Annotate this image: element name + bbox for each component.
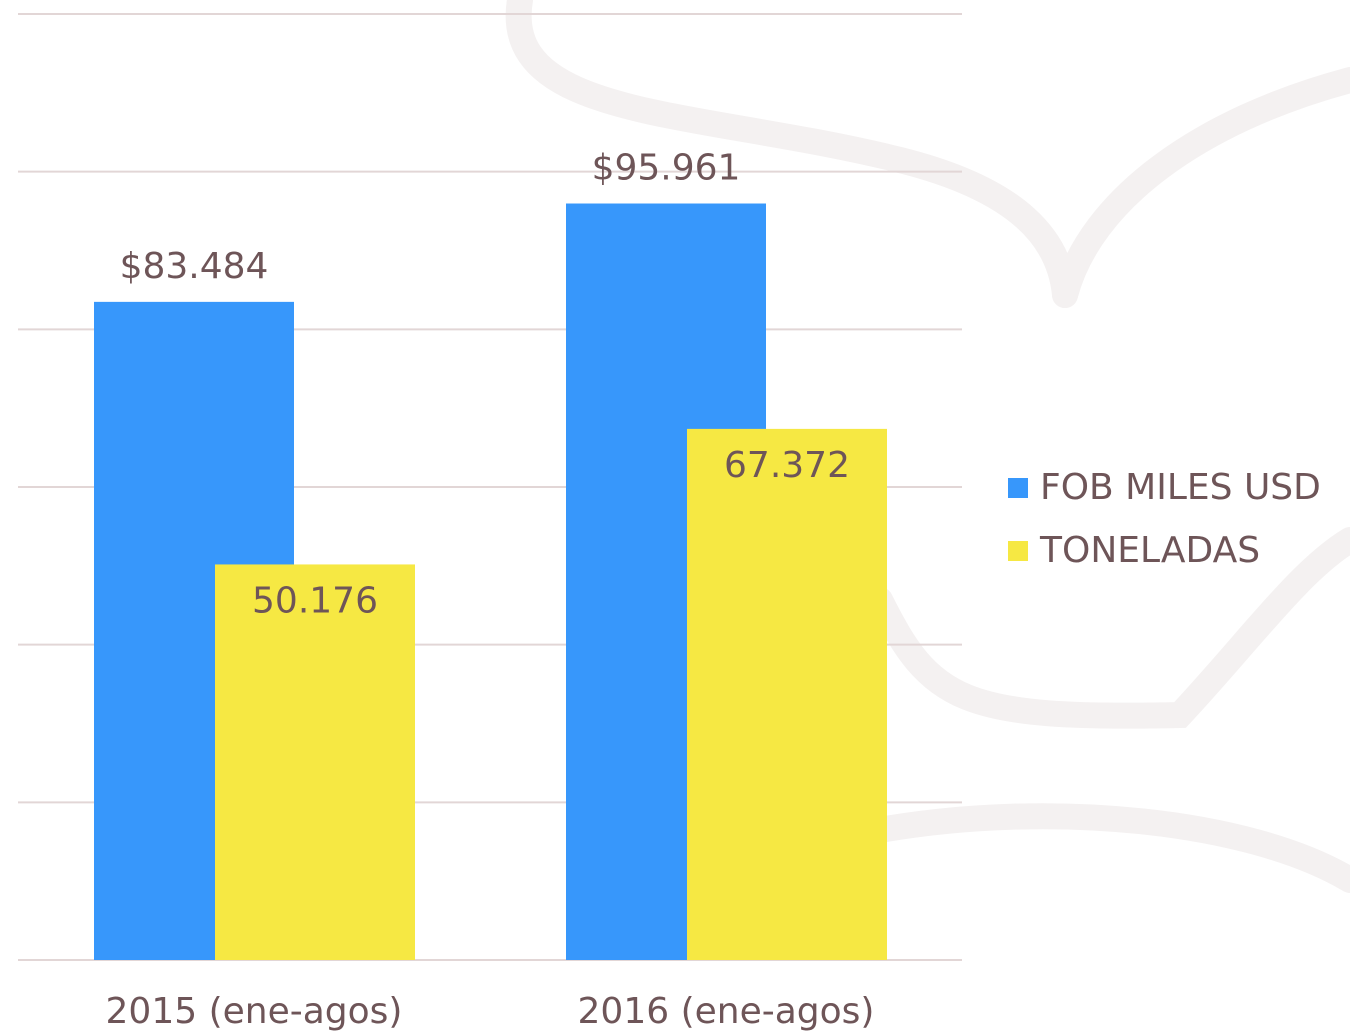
bar [215, 564, 415, 960]
x-tick-label: 2015 (ene-agos) [106, 991, 403, 1032]
data-label: $95.961 [592, 148, 741, 189]
data-label: 50.176 [252, 580, 378, 621]
legend-swatch [1008, 541, 1028, 561]
legend-label: TONELADAS [1039, 530, 1260, 571]
x-tick-label: 2016 (ene-agos) [578, 991, 875, 1032]
legend-label: FOB MILES USD [1040, 467, 1321, 508]
legend-swatch [1008, 478, 1028, 498]
chart: $83.484 50.176 2015 (ene-agos) $95.961 67.37… [0, 0, 1350, 1036]
bar [687, 429, 887, 960]
data-label: 67.372 [724, 445, 850, 486]
data-label: $83.484 [120, 246, 269, 287]
